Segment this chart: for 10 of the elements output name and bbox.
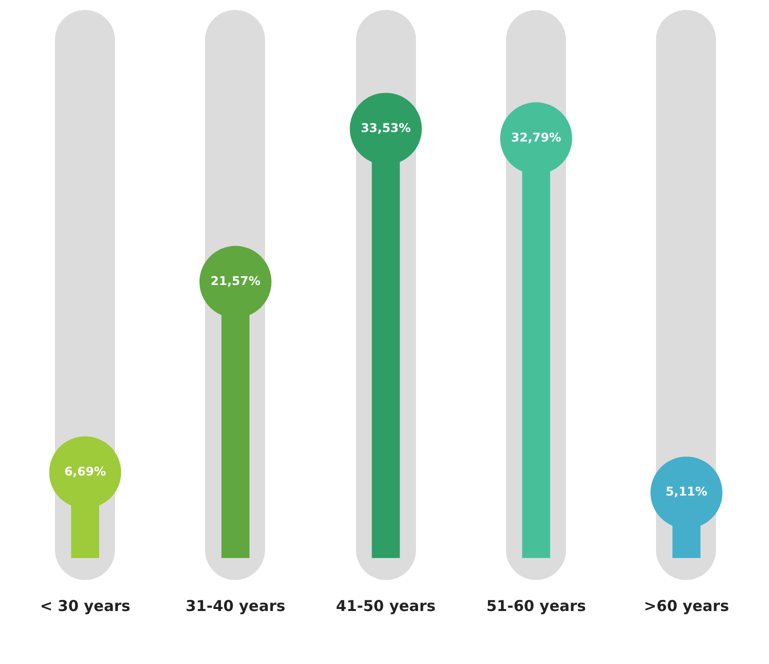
data-label: 33,53%: [360, 120, 411, 135]
x-tick-label: 41-50 years: [336, 596, 436, 615]
x-tick-label: 31-40 years: [186, 596, 286, 615]
data-label: 6,69%: [64, 464, 106, 478]
x-tick-label: < 30 years: [40, 596, 130, 615]
data-label: 32,79%: [511, 130, 562, 144]
x-tick-label: >60 years: [644, 596, 730, 615]
data-label: 21,57%: [210, 274, 260, 288]
x-tick-label: 51-60 years: [486, 596, 586, 615]
data-label: 5,11%: [666, 484, 708, 499]
